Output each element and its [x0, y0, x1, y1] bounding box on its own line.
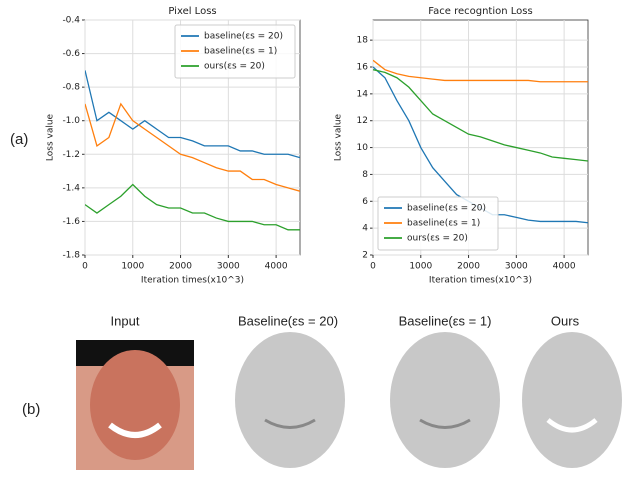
- legend-label: baseline(εs = 20): [407, 204, 486, 214]
- x-tick-label: 0: [82, 262, 88, 272]
- chart-title: Face recogntion Loss: [428, 6, 532, 17]
- y-tick-label: -0.4: [62, 16, 80, 26]
- x-tick-label: 4000: [553, 262, 576, 272]
- y-tick-label: -1.0: [62, 116, 80, 126]
- x-tick-label: 2000: [457, 262, 480, 272]
- x-tick-label: 1000: [409, 262, 432, 272]
- mesh-face: [235, 332, 345, 468]
- y-axis-label: Loss value: [334, 113, 344, 161]
- legend-label: baseline(εs = 1): [204, 47, 277, 57]
- input-photo: [76, 340, 194, 470]
- legend-box: [377, 196, 499, 251]
- y-axis-label: Loss value: [46, 113, 56, 161]
- y-tick-label: 18: [357, 36, 369, 46]
- x-tick-label: 2000: [169, 262, 192, 272]
- y-tick-label: -0.8: [62, 83, 80, 93]
- y-tick-label: -1.8: [62, 251, 80, 261]
- image-caption: Baseline(εs = 20): [238, 313, 338, 328]
- image-caption: Ours: [551, 313, 580, 328]
- y-tick-label: 6: [362, 197, 368, 207]
- series-line: [85, 102, 300, 192]
- series-line: [373, 69, 588, 162]
- x-axis-label: Iteration times(x10^3): [141, 276, 244, 286]
- series-line: [85, 70, 300, 159]
- legend-label: ours(εs = 20): [204, 62, 265, 72]
- x-axis-label: Iteration times(x10^3): [429, 276, 532, 286]
- y-tick-label: 12: [357, 116, 368, 126]
- y-tick-label: -1.2: [62, 150, 80, 160]
- y-tick-label: -0.6: [62, 49, 80, 59]
- series-line: [373, 59, 588, 83]
- x-tick-label: 0: [370, 262, 376, 272]
- y-tick-label: 14: [357, 89, 369, 99]
- image-caption: Input: [111, 313, 140, 328]
- x-tick-label: 3000: [217, 262, 240, 272]
- legend-label: ours(εs = 20): [407, 234, 468, 244]
- legend-label: baseline(εs = 20): [204, 32, 283, 42]
- x-tick-label: 3000: [505, 262, 528, 272]
- y-tick-label: 4: [362, 224, 368, 234]
- y-tick-label: 10: [357, 143, 369, 153]
- panel-label: (b): [22, 401, 40, 418]
- y-tick-label: 16: [357, 63, 369, 73]
- y-tick-label: -1.4: [62, 183, 80, 193]
- y-tick-label: -1.6: [62, 217, 80, 227]
- chart-title: Pixel Loss: [168, 6, 216, 17]
- panel-label: (a): [10, 131, 28, 148]
- image-caption: Baseline(εs = 1): [399, 313, 492, 328]
- mesh-face: [390, 332, 500, 468]
- y-tick-label: 2: [362, 251, 368, 261]
- y-tick-label: 8: [362, 170, 368, 180]
- legend-label: baseline(εs = 1): [407, 219, 480, 229]
- mesh-face: [522, 332, 622, 468]
- series-line: [85, 183, 300, 231]
- legend-box: [174, 24, 296, 79]
- x-tick-label: 1000: [121, 262, 144, 272]
- x-tick-label: 4000: [265, 262, 288, 272]
